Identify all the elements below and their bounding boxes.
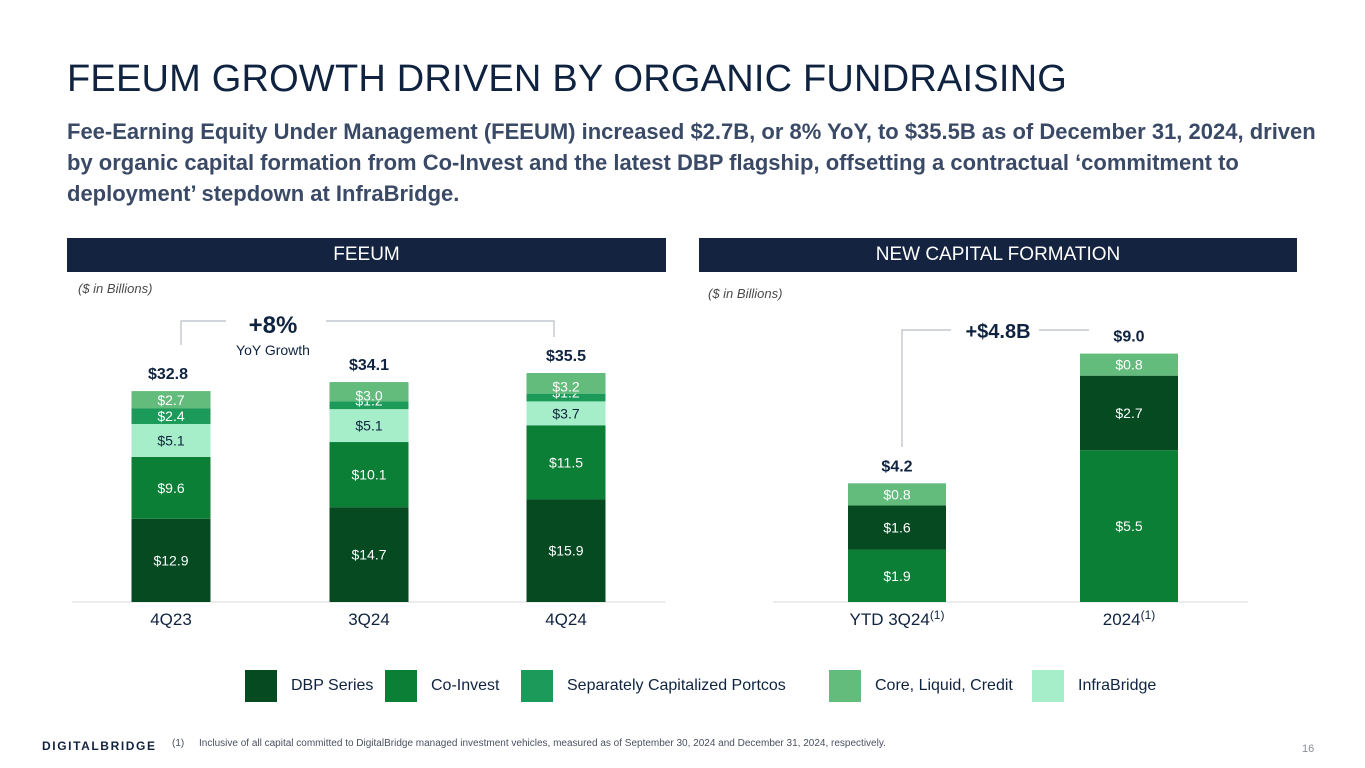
data-label-coinvest: $10.1 [351, 467, 386, 483]
bar-segment-dbp [848, 505, 946, 550]
bar-segment-portcos [131, 408, 211, 424]
legend-label: Core, Liquid, Credit [875, 677, 1013, 694]
data-label-portcos: $2.4 [157, 408, 184, 424]
bar-segment-infra [526, 401, 606, 426]
feeum-chart: $12.9 $9.6 $5.1 $2.4$2.7 $32.8 4Q23 $14.7 $10.1… [72, 312, 666, 629]
legend: DBP Series Co-Invest Separately Capitali… [245, 669, 1165, 703]
x-tick-superscript: (1) [1141, 608, 1156, 622]
bar-segment-coinvest [131, 456, 211, 519]
x-tick-label-text: 3Q24 [348, 610, 390, 629]
legend-swatch-coinvest [385, 670, 417, 702]
bar-segment-portcos [329, 401, 409, 410]
feeum-units-note: ($ in Billions) [78, 281, 153, 296]
total-label: $32.8 [148, 366, 188, 383]
feeum-panel-header: FEEUM [67, 238, 666, 272]
growth-bracket-left [180, 320, 226, 345]
legend-label: Separately Capitalized Portcos [567, 677, 786, 694]
x-tick-superscript: (1) [930, 608, 945, 622]
x-tick-label: YTD 3Q24(1) [850, 608, 945, 629]
bar-segment-dbp [1080, 375, 1178, 451]
capital-growth-annotation: +$4.8B [965, 321, 1030, 343]
bar-segment-infra [329, 409, 409, 443]
bar-segment-infra [131, 423, 211, 457]
growth-annotation-value: +8% [249, 312, 298, 339]
data-label-coinvest: $1.9 [883, 568, 910, 584]
data-label-core: $3.2 [552, 378, 579, 394]
data-label-coinvest: $11.5 [549, 454, 583, 470]
bar-segment-coinvest [526, 425, 606, 500]
data-label-coinvest: $5.5 [1115, 518, 1142, 534]
legend-item-coinvest: Co-Invest [385, 669, 499, 703]
bar-segment-coinvest [1080, 450, 1178, 602]
legend-swatch-dbp [245, 670, 277, 702]
total-label: $35.5 [546, 348, 586, 365]
footnote-text: Inclusive of all capital committed to Di… [199, 738, 886, 749]
legend-swatch-core [829, 670, 861, 702]
x-tick-label-text: 4Q23 [150, 610, 192, 629]
bar-segment-core [131, 391, 211, 409]
data-label-core: $0.8 [883, 486, 910, 502]
bar-segment-core [329, 382, 409, 402]
x-tick-label: 2024(1) [1103, 608, 1156, 629]
total-label: $34.1 [349, 357, 389, 374]
legend-item-core: Core, Liquid, Credit [829, 669, 1013, 703]
legend-swatch-infra [1032, 670, 1064, 702]
bar-segment-dbp [526, 499, 606, 602]
footnote: (1) Inclusive of all capital committed t… [172, 738, 886, 749]
page-number: 16 [1302, 743, 1315, 755]
data-label-coinvest: $9.6 [157, 480, 184, 496]
x-tick-label: 3Q24 [348, 610, 390, 629]
capital-growth-bracket-left [901, 329, 951, 447]
data-label-dbp: $14.7 [351, 547, 386, 563]
data-label-dbp: $15.9 [548, 543, 583, 559]
growth-annotation-sub: YoY Growth [236, 342, 310, 358]
bar-segment-dbp [131, 518, 211, 602]
legend-item-infra: InfraBridge [1032, 669, 1156, 703]
footnote-number: (1) [172, 738, 185, 749]
x-tick-label-text: 4Q24 [545, 610, 587, 629]
data-label-infra: $5.1 [157, 432, 184, 448]
data-label-infra: $3.7 [552, 405, 579, 421]
capital-panel-header: NEW CAPITAL FORMATION [699, 238, 1297, 272]
bar-segment-core [848, 483, 946, 506]
page-title: FEEUM GROWTH DRIVEN BY ORGANIC FUNDRAISI… [67, 58, 1067, 100]
data-label-core: $3.0 [355, 388, 382, 404]
total-label: $9.0 [1113, 329, 1144, 346]
data-label-core: $2.7 [157, 392, 184, 408]
x-tick-label: 4Q24 [545, 610, 587, 629]
x-tick-label: 4Q23 [150, 610, 192, 629]
x-tick-label-text: YTD 3Q24 [850, 610, 930, 629]
bar-segment-dbp [329, 507, 409, 602]
growth-bracket-right [326, 320, 555, 337]
bar-segment-coinvest [329, 442, 409, 508]
data-label-dbp: $2.7 [1115, 405, 1142, 421]
bar-segment-coinvest [848, 549, 946, 602]
bar-segment-core [1080, 353, 1178, 376]
legend-item-dbp: DBP Series [245, 669, 373, 703]
data-label-dbp: $1.6 [883, 519, 910, 535]
legend-swatch-portcos [521, 670, 553, 702]
legend-label: DBP Series [291, 677, 374, 694]
x-tick-label-text: 2024 [1103, 610, 1141, 629]
legend-item-portcos: Separately Capitalized Portcos [521, 669, 786, 703]
bar-segment-portcos [526, 393, 606, 402]
data-label-infra: $5.1 [355, 418, 382, 434]
data-label-dbp: $12.9 [153, 552, 188, 568]
data-label-core: $0.8 [1115, 357, 1142, 373]
bar-segment-core [526, 373, 606, 394]
capital-units-note: ($ in Billions) [708, 286, 783, 301]
page-subtitle: Fee-Earning Equity Under Management (FEE… [67, 119, 1316, 206]
legend-label: InfraBridge [1078, 677, 1157, 694]
digitalbridge-logo: DIGITALBRIDGE [42, 739, 157, 753]
legend-label: Co-Invest [431, 677, 500, 694]
total-label: $4.2 [881, 458, 912, 475]
